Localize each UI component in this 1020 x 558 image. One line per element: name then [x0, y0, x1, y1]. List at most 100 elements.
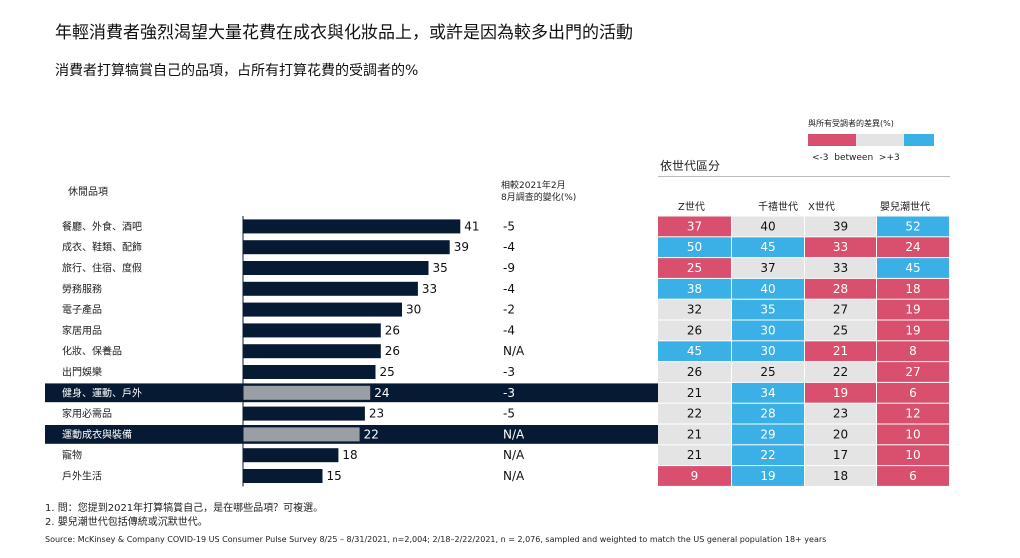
gen-cell-value: 22: [687, 407, 702, 421]
gen-cell: [732, 382, 804, 403]
gen-cell: [805, 382, 876, 403]
gen-cell: [658, 320, 731, 341]
change-label: -4: [503, 323, 515, 337]
gen-cell-value: 45: [905, 261, 920, 275]
category-label: 化妝、保養品: [62, 345, 122, 358]
gen-cell: [805, 445, 876, 466]
bar: [243, 427, 360, 442]
category-label: 家居用品: [62, 324, 102, 337]
bar: [243, 385, 371, 400]
gen-cell: [877, 466, 949, 486]
gen-cell-value: 39: [833, 219, 848, 233]
gen-cell-value: 33: [833, 240, 848, 254]
change-label: -5: [503, 407, 515, 421]
bar-value-label: 22: [364, 427, 379, 441]
gen-cell-value: 17: [833, 448, 848, 462]
page-subtitle: 消費者打算犒賞自己的品項，占所有打算花費的受調者的%: [55, 63, 419, 79]
gen-cell-value: 19: [833, 386, 848, 400]
gen-cell-value: 18: [833, 469, 848, 483]
category-label: 健身、運動、戶外: [62, 386, 142, 399]
gen-cell: [805, 237, 876, 258]
by-generation-label: 依世代區分: [660, 159, 721, 173]
gen-cell-value: 30: [760, 323, 775, 337]
change-label: -3: [503, 365, 515, 379]
bar: [243, 281, 418, 296]
bar: [243, 261, 429, 275]
gen-header-x: X世代: [808, 202, 835, 213]
footnote-2: 2. 嬰兒潮世代包括傳統或沉默世代。: [45, 517, 208, 528]
gen-header-z: Z世代: [678, 202, 705, 213]
change-label: -3: [503, 386, 515, 400]
legend-title: 與所有受調者的差異(%): [808, 119, 894, 128]
legend-swatch-low: [808, 134, 856, 146]
gen-cell: [805, 278, 876, 299]
gen-cell: [732, 320, 804, 341]
gen-cell-value: 20: [833, 427, 848, 441]
gen-cell: [658, 278, 731, 299]
legend-swatch-high: [904, 134, 934, 146]
gen-cell-value: 10: [905, 448, 920, 462]
gen-cell: [805, 403, 876, 424]
bar-value-label: 26: [385, 323, 400, 337]
bar: [243, 448, 339, 463]
gen-cell: [732, 237, 804, 258]
legend-swatch-mid: [856, 134, 904, 146]
legend-low-label: <-3: [812, 153, 829, 163]
gen-cell: [658, 258, 731, 278]
gen-cell-value: 40: [760, 219, 775, 233]
gen-header-boomer: 嬰兒潮世代: [880, 202, 930, 213]
gen-cell: [877, 362, 949, 382]
legend-high-label: >+3: [878, 153, 900, 163]
gen-cell-value: 24: [905, 240, 920, 254]
gen-cell-value: 10: [905, 427, 920, 441]
gen-cell-value: 30: [760, 344, 775, 358]
gen-cell-value: 21: [687, 386, 702, 400]
bar: [243, 344, 381, 359]
gen-cell-value: 28: [833, 282, 848, 296]
bar-value-label: 18: [342, 448, 357, 462]
category-label: 電子產品: [62, 303, 102, 316]
gen-cell-value: 6: [909, 386, 917, 400]
gen-cell-value: 52: [905, 219, 920, 233]
gen-cell: [732, 466, 804, 486]
gen-cell: [732, 445, 804, 466]
gen-cell-value: 18: [905, 282, 920, 296]
change-label: N/A: [503, 448, 525, 462]
gen-cell-value: 37: [760, 261, 775, 275]
bar-value-label: 26: [385, 344, 400, 358]
change-label: -4: [503, 282, 515, 296]
bar: [243, 323, 381, 338]
change-label: -4: [503, 240, 515, 254]
gen-cell-value: 25: [760, 365, 775, 379]
change-label: -2: [503, 303, 515, 317]
gen-cell: [877, 299, 949, 320]
gen-cell: [877, 424, 949, 445]
generation-divider: [658, 176, 950, 177]
category-label: 旅行、住宿、度假: [62, 262, 142, 275]
gen-cell-value: 25: [833, 323, 848, 337]
gen-cell-value: 40: [760, 282, 775, 296]
legend-range-labels: <-3 between >+3: [812, 153, 900, 163]
gen-cell-value: 8: [909, 344, 917, 358]
bar-value-label: 30: [406, 303, 421, 317]
change-label: N/A: [503, 344, 525, 358]
change-header: 相較2021年2月 8月調查的變化(%): [501, 180, 576, 204]
gen-cell: [877, 320, 949, 341]
gen-cell: [658, 466, 731, 486]
gen-cell: [732, 278, 804, 299]
gen-cell: [658, 424, 731, 445]
gen-cell-value: 45: [760, 240, 775, 254]
gen-cell-value: 27: [905, 365, 920, 379]
category-label: 出門娛樂: [62, 366, 102, 379]
gen-cell: [877, 341, 949, 362]
gen-cell-value: 37: [687, 219, 702, 233]
gen-cell: [658, 445, 731, 466]
gen-cell-value: 28: [760, 407, 775, 421]
gen-cell: [732, 216, 804, 237]
gen-header-millennial: 千禧世代: [758, 202, 798, 213]
footnote-1: 1. 問：您提到2021年打算犒賞自己，是在哪些品項？可複選。: [45, 503, 324, 514]
gen-cell: [805, 320, 876, 341]
gen-cell-value: 50: [687, 240, 702, 254]
gen-cell-value: 19: [905, 323, 920, 337]
gen-cell-value: 19: [760, 469, 775, 483]
